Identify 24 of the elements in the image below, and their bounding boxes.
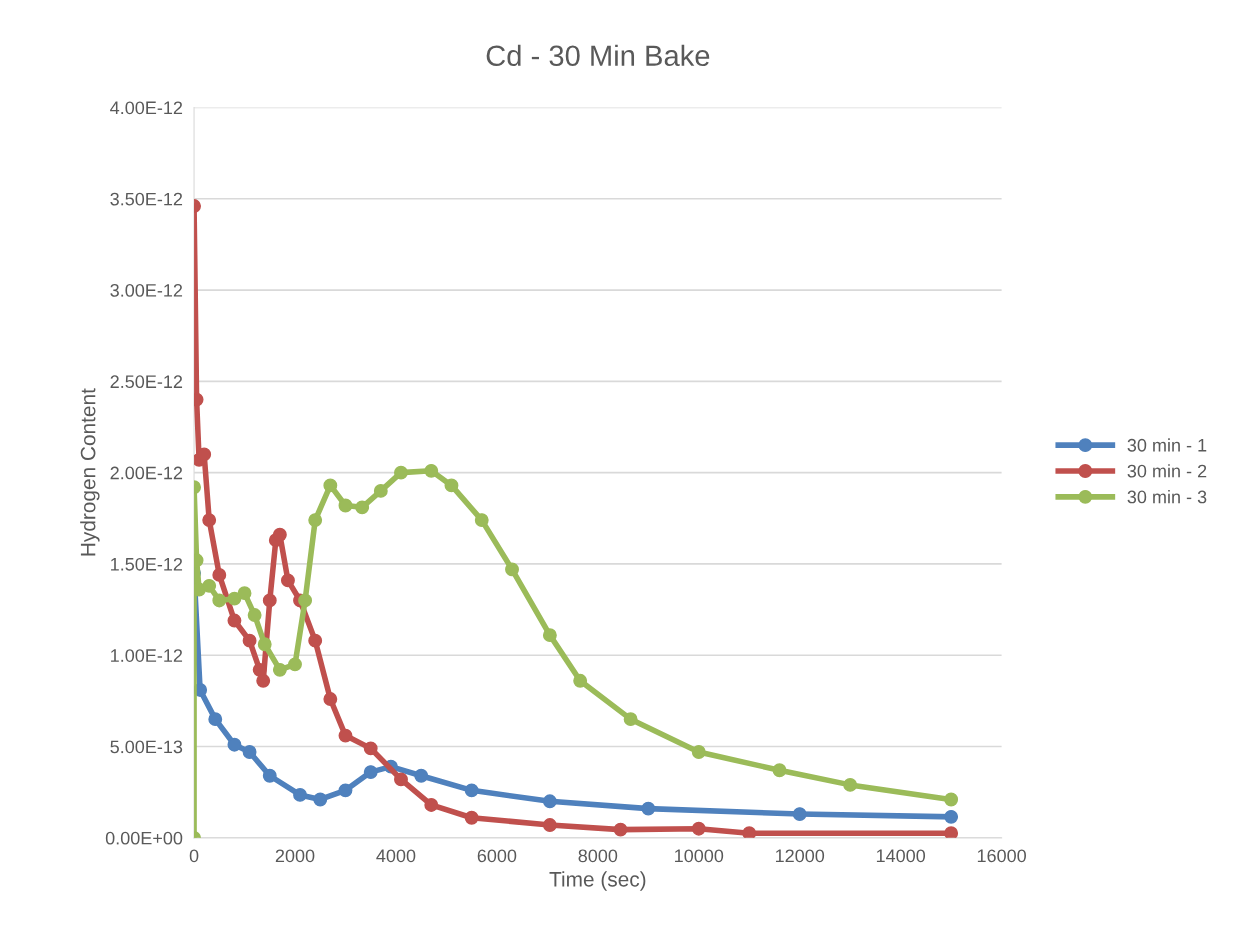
x-tick-label: 8000: [578, 849, 618, 863]
x-tick-label: 16000: [977, 849, 1026, 863]
y-tick-label: 3.00E-12: [110, 283, 183, 297]
x-tick-label: 2000: [275, 849, 315, 863]
chart-title: Cd - 30 Min Bake: [486, 44, 710, 67]
x-tick-label: 10000: [675, 849, 724, 863]
x-tick-label: 6000: [477, 849, 517, 863]
x-tick-label: 0: [189, 849, 199, 863]
y-axis-title: Hydrogen Content: [80, 388, 100, 556]
x-tick-label: 14000: [876, 849, 926, 863]
legend-label: 30 min - 2: [1127, 464, 1207, 478]
x-tick-label: 4000: [376, 849, 416, 863]
y-tick-label: 5.00E-13: [110, 740, 183, 754]
y-tick-label: 2.50E-12: [110, 375, 183, 389]
y-tick-label: 1.50E-12: [111, 557, 183, 571]
x-axis-title: Time (sec): [549, 871, 646, 891]
y-tick-label: 4.00E-12: [110, 101, 183, 115]
legend-label: 30 min - 3: [1127, 490, 1207, 504]
x-tick-label: 12000: [775, 849, 825, 863]
y-tick-label: 3.50E-12: [110, 192, 183, 206]
y-tick-label: 1.00E-12: [111, 649, 183, 662]
y-tick-label: 0.00E+00: [105, 831, 183, 845]
legend-label: 30 min - 1: [1127, 438, 1207, 452]
y-tick-label: 2.00E-12: [110, 466, 183, 480]
